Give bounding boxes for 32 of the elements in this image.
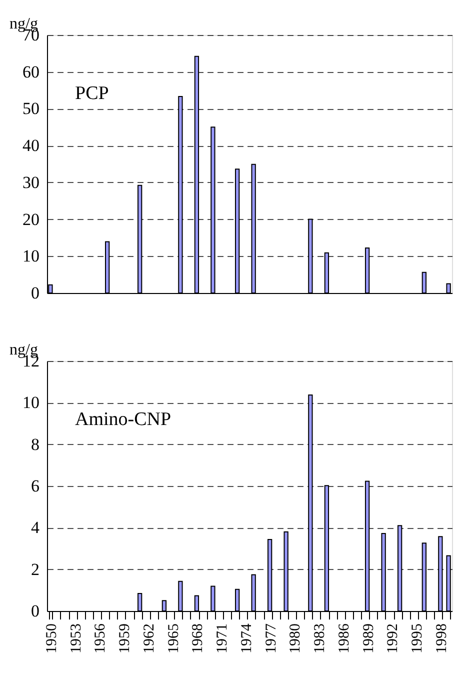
x-tick-label: 1992	[385, 624, 402, 654]
x-tick-label: 1998	[434, 624, 450, 654]
x-tick-label: 1971	[214, 624, 231, 654]
x-tick-label: 1986	[336, 623, 352, 654]
x-tick-label: 1989	[360, 624, 377, 654]
x-tick-label: 1983	[312, 624, 328, 654]
y-tick-label: 4	[31, 518, 40, 538]
x-tick-label: 1962	[141, 624, 158, 654]
y-tick-label: 8	[31, 434, 40, 454]
x-tick-label: 1959	[117, 624, 134, 654]
y-tick-label: 30	[22, 172, 40, 192]
y-tick-label: 60	[22, 62, 40, 82]
y-tick-label: 40	[22, 136, 40, 156]
x-tick-label: 1953	[68, 624, 84, 654]
x-tick-label: 1956	[92, 623, 109, 654]
y-tick-label: 2	[31, 560, 40, 579]
annotation: PCP	[75, 83, 109, 104]
x-tick-label: 1965	[166, 624, 182, 654]
y-tick-label: 0	[31, 284, 40, 302]
annotation: Amino-CNP	[75, 409, 172, 430]
x-tick-label: 1950	[44, 624, 60, 654]
y-tick-label: 6	[31, 476, 40, 496]
y-tick-label: 20	[22, 210, 40, 229]
x-tick-label: 1968	[190, 624, 206, 654]
y-tick-label: 0	[31, 602, 40, 620]
y-tick-label: 50	[22, 99, 40, 118]
x-tick-label: 1995	[410, 624, 426, 654]
y-tick-label: 10	[22, 246, 40, 266]
y-tick-label: 10	[22, 393, 40, 412]
x-tick-label: 1980	[288, 624, 304, 654]
x-tick-label: 1974	[238, 623, 255, 654]
x-tick-label: 1977	[263, 623, 280, 654]
